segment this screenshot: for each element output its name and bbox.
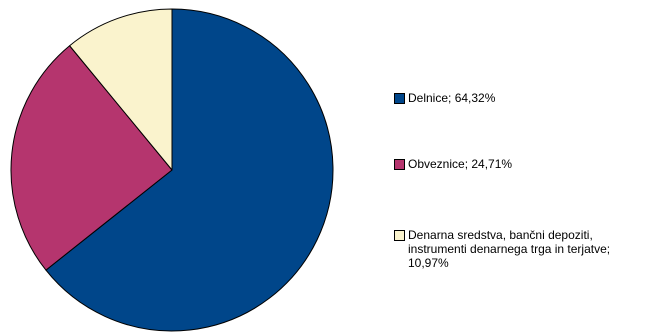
pie-slice-obveznice <box>10 45 173 271</box>
pie-slice-denarna-sredstva <box>69 8 173 171</box>
legend-item-denarna-sredstva: Denarna sredstva, bančni depoziti, instr… <box>394 228 639 270</box>
legend-label-delnice: Delnice; 64,32% <box>408 91 496 105</box>
legend-swatch-delnice <box>394 93 405 104</box>
legend-item-delnice: Delnice; 64,32% <box>394 91 495 105</box>
legend-label-obveznice: Obveznice; 24,71% <box>408 157 513 171</box>
legend-label-denarna-sredstva: Denarna sredstva, bančni depoziti, instr… <box>408 228 611 270</box>
legend-swatch-obveznice <box>394 159 405 170</box>
legend-swatch-denarna-sredstva <box>394 230 405 241</box>
pie-slice-delnice <box>45 8 334 332</box>
legend-item-obveznice: Obveznice; 24,71% <box>394 157 512 171</box>
